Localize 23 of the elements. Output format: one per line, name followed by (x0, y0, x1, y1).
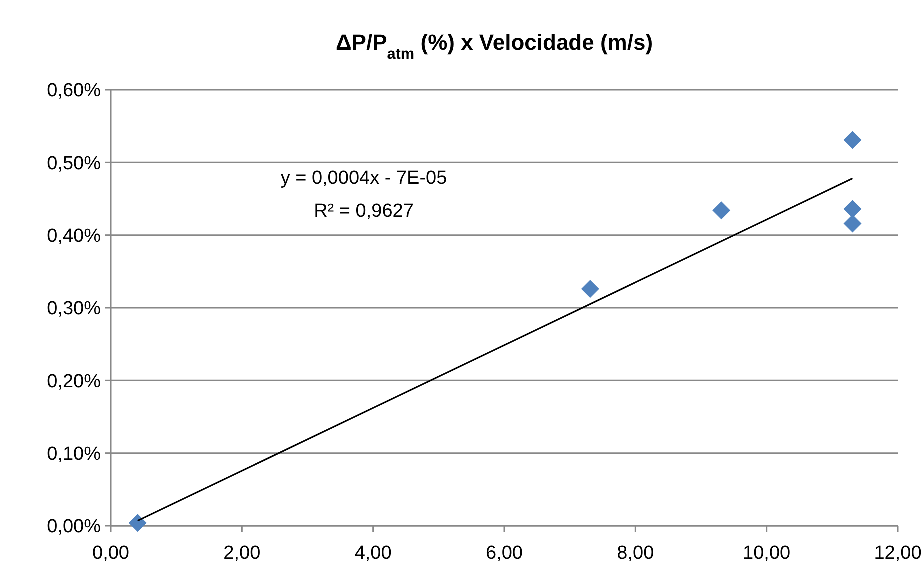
x-tick-label: 0,00 (92, 543, 130, 564)
y-tick-label: 0,30% (47, 298, 102, 320)
y-tick-label: 0,60% (47, 80, 102, 102)
point (712, 202, 731, 220)
y-tick-label: 0,50% (47, 153, 102, 174)
y-tick-label: 0,10% (47, 444, 102, 465)
point (844, 131, 862, 150)
point (844, 214, 862, 233)
annotation: R² = 0,9627 (314, 201, 414, 222)
y-tick-label: 0,20% (47, 371, 102, 392)
x-tick-label: 12,00 (874, 543, 922, 564)
x-tick-label: 4,00 (354, 543, 392, 564)
x-tick-label: 2,00 (224, 543, 261, 564)
y-tick-label: 0,40% (47, 226, 102, 247)
x-tick-label: 8,00 (617, 543, 654, 564)
point (128, 514, 147, 532)
x-tick-label: 10,00 (743, 543, 791, 564)
annotation: y = 0,0004x - 7E-05 (280, 168, 448, 189)
point (581, 280, 600, 298)
x-tick-label: 6,00 (486, 543, 523, 564)
point (844, 200, 862, 218)
chart-title: ΔP/P$_{atm}$ (%) x Velocidade (m/s) (336, 30, 654, 62)
y-tick-label: 0,00% (47, 516, 102, 538)
